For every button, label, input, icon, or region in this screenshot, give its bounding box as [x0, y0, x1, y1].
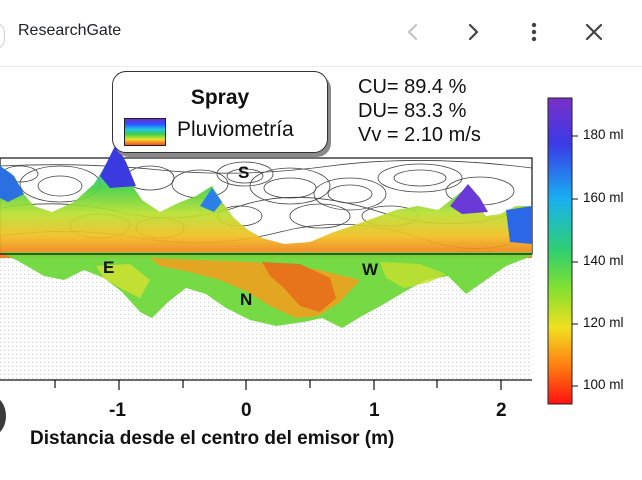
close-icon: [585, 23, 603, 41]
research-figure[interactable]: Spray Pluviometría CU= 89.4 % DU= 83.3 %…: [0, 66, 642, 480]
legend-box: Spray Pluviometría: [112, 71, 328, 153]
more-vert-icon: [531, 22, 537, 42]
x-tick-label: 0: [241, 400, 252, 421]
stat-cu: CU= 89.4 %: [358, 76, 467, 98]
peak-left: [100, 144, 136, 188]
colorbar-label-140: 140 ml: [583, 253, 624, 268]
x-axis-ticks: [54, 380, 502, 390]
colorbar-ticks: [572, 135, 578, 387]
x-tick-label: 2: [496, 400, 507, 421]
colorbar: [547, 97, 573, 405]
legend-label: Pluviometría: [177, 118, 294, 141]
colorbar-label-100: 100 ml: [583, 377, 624, 392]
colorbar-label-160: 160 ml: [583, 190, 624, 205]
x-axis-title: Distancia desde el centro del emisor (m): [30, 428, 395, 449]
uniformity-stats: CU= 89.4 % DU= 83.3 % Vv = 2.10 m/s: [358, 75, 481, 147]
close-button[interactable]: [579, 17, 609, 47]
legend-color-swatch: [124, 118, 166, 146]
stat-vv: Vv = 2.10 m/s: [358, 124, 481, 146]
chevron-left-icon: [407, 23, 418, 41]
side-panel-handle[interactable]: [0, 22, 5, 50]
viewer-header: ResearchGate: [0, 0, 642, 67]
surface-upper: [0, 146, 532, 258]
x-tick-label: 1: [369, 400, 380, 421]
x-tick-label: -1: [109, 400, 126, 421]
direction-n: N: [240, 290, 253, 309]
direction-w: W: [362, 260, 379, 279]
stat-du: DU= 83.3 %: [358, 100, 467, 122]
contour-lines: [0, 160, 533, 250]
colorbar-label-180: 180 ml: [583, 127, 624, 142]
next-button[interactable]: [458, 17, 488, 47]
rainfall-surface-plot: [0, 97, 578, 405]
peak-right: [450, 184, 488, 214]
side-scroll-handle[interactable]: [0, 397, 6, 435]
direction-s: S: [238, 163, 250, 182]
direction-e: E: [103, 258, 115, 277]
colorbar-label-120: 120 ml: [583, 315, 624, 330]
chevron-right-icon: [468, 23, 479, 41]
previous-button[interactable]: [398, 17, 428, 47]
surface-hotspot-core: [262, 262, 336, 312]
more-options-button[interactable]: [519, 17, 549, 47]
site-title[interactable]: ResearchGate: [18, 22, 122, 39]
legend-title: Spray: [190, 86, 250, 109]
